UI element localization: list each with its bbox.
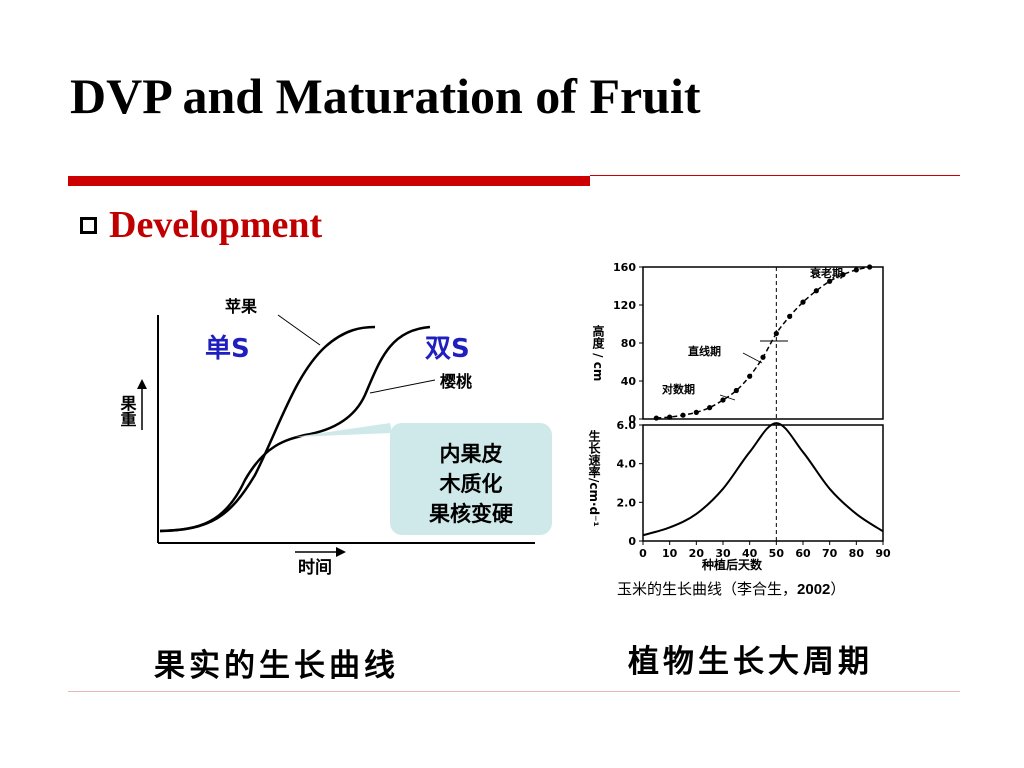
height-point <box>813 288 819 294</box>
source-note-text: 玉米的生长曲线（李合生， <box>617 580 798 598</box>
phase-label-senescence: 衰老期 <box>809 266 843 280</box>
source-note-close: ） <box>830 580 846 598</box>
bullet-row: Development <box>80 200 322 250</box>
apple-leader-line <box>277 314 321 346</box>
height-point <box>827 278 833 284</box>
day-tick-label: 20 <box>689 547 705 560</box>
height-point <box>800 299 806 305</box>
height-point <box>707 405 713 411</box>
title-underline-thick <box>68 176 590 186</box>
single-s-curve <box>159 325 376 533</box>
height-tick-label: 80 <box>621 337 637 350</box>
height-point <box>680 412 686 418</box>
double-s-tag: 双S <box>425 334 470 364</box>
slide-title: DVP and Maturation of Fruit <box>70 68 701 124</box>
height-point <box>787 313 793 319</box>
height-tick-label: 40 <box>621 375 637 388</box>
callout-pointer <box>295 423 392 437</box>
day-tick-label: 90 <box>875 547 891 560</box>
caption-fruit-growth: 果实的生长曲线 <box>154 648 399 684</box>
days-x-ticks: 0 10 20 30 40 50 60 70 80 90 <box>639 541 891 560</box>
cherry-leader-line <box>369 379 436 394</box>
x-axis-label: 时间 <box>298 557 332 578</box>
height-point <box>773 330 779 337</box>
log-phase-pointer <box>719 394 736 401</box>
source-note: 玉米的生长曲线（李合生，2002） <box>617 578 845 599</box>
day-tick-label: 0 <box>639 547 647 560</box>
day-tick-label: 30 <box>715 547 731 560</box>
height-tick-label: 160 <box>613 261 636 274</box>
height-point <box>853 267 859 273</box>
height-point <box>760 354 766 360</box>
source-note-year: 2002 <box>797 581 831 598</box>
height-point <box>867 264 873 270</box>
phase-label-log: 对数期 <box>662 382 695 396</box>
rate-tick-label: 6.0 <box>617 419 637 432</box>
height-tick-label: 120 <box>613 299 636 312</box>
day-tick-label: 80 <box>849 547 865 560</box>
day-tick-label: 10 <box>662 547 678 560</box>
single-s-tag: 单S <box>205 334 250 364</box>
height-points <box>653 264 873 421</box>
rate-axis-label: 生长速率/cm·d⁻¹ <box>587 429 601 527</box>
title-underline-thin <box>590 175 960 176</box>
height-point <box>840 272 846 278</box>
height-point <box>653 415 659 421</box>
linear-phase-pointer <box>742 352 763 364</box>
height-point <box>747 373 753 379</box>
fruit-growth-chart: 果重 时间 苹果 樱桃 单S 双S 内果皮 木质化 果核变硬 <box>118 297 552 578</box>
maize-growth-chart: 高度 / cm 生长速率/cm·d⁻¹ 种植后天数 0 40 80 120 160 0 2… <box>587 261 891 572</box>
callout-line-1: 内果皮 <box>440 442 503 466</box>
day-tick-label: 70 <box>822 547 838 560</box>
height-tick-label: 0 <box>628 413 636 426</box>
callout-line-2: 木质化 <box>439 472 503 496</box>
days-axis-label: 种植后天数 <box>701 557 763 572</box>
y-axis-arrow-icon <box>137 379 147 430</box>
height-plot-frame <box>642 266 884 420</box>
double-s-curve <box>159 325 431 533</box>
height-point <box>733 387 739 394</box>
rate-tick-label: 0 <box>628 535 636 548</box>
caption-plant-growth: 植物生长大周期 <box>628 644 873 680</box>
rate-curve <box>642 422 884 537</box>
square-bullet-icon <box>80 216 97 234</box>
footer-divider <box>68 691 960 692</box>
callout-box <box>390 423 552 535</box>
rate-y-ticks: 0 2.0 4.0 6.0 <box>617 419 643 548</box>
height-point <box>667 414 673 420</box>
y-axis-label: 果重 <box>118 395 138 427</box>
height-point <box>720 397 726 403</box>
rate-tick-label: 2.0 <box>617 496 637 509</box>
day-tick-label: 50 <box>769 547 785 560</box>
apple-label: 苹果 <box>225 297 257 316</box>
height-point <box>693 409 699 415</box>
rate-tick-label: 4.0 <box>617 458 637 471</box>
day-tick-label: 60 <box>795 547 811 560</box>
cherry-label: 樱桃 <box>440 372 472 391</box>
day-tick-label: 40 <box>742 547 758 560</box>
height-y-ticks: 0 40 80 120 160 <box>613 261 643 426</box>
phase-label-linear: 直线期 <box>688 344 721 358</box>
x-axis-arrow-icon <box>295 547 346 557</box>
bullet-heading: Development <box>109 204 323 246</box>
height-axis-label: 高度 / cm <box>591 324 605 382</box>
callout-line-3: 果核变硬 <box>429 502 514 526</box>
rate-plot-frame <box>642 424 884 542</box>
